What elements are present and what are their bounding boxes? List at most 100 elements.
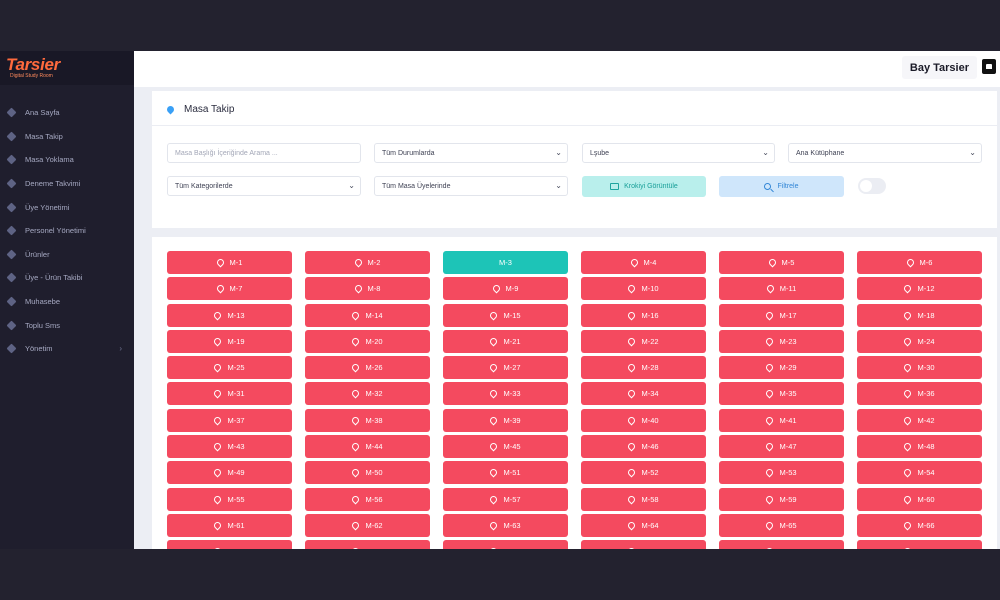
table-button[interactable]: M-59 [719, 487, 844, 511]
table-button[interactable]: M-27 [443, 356, 568, 380]
account-icon[interactable] [982, 59, 996, 74]
location-pin-icon [351, 494, 361, 505]
table-button[interactable]: M-1 [167, 251, 292, 274]
table-button[interactable]: M-26 [305, 356, 430, 380]
table-button[interactable]: M-42 [857, 408, 982, 432]
table-button[interactable]: M-55 [167, 487, 292, 511]
sidebar-item[interactable]: Yönetim › [0, 337, 134, 361]
table-button[interactable]: M-10 [581, 277, 706, 301]
table-button[interactable]: M-40 [581, 408, 706, 432]
brand-logo[interactable]: Tarsier Digital Study Room [0, 51, 134, 85]
table-button[interactable]: M-28 [581, 356, 706, 380]
table-button[interactable]: M-2 [305, 251, 430, 274]
table-button[interactable]: M-7 [167, 277, 292, 301]
table-button[interactable]: M-62 [305, 513, 430, 537]
toggle-switch[interactable] [858, 178, 886, 194]
table-button[interactable]: M-58 [581, 487, 706, 511]
table-button[interactable]: M-3 [443, 251, 568, 274]
table-button[interactable]: M-66 [857, 513, 982, 537]
table-button[interactable]: M-16 [581, 303, 706, 327]
table-button[interactable]: M-54 [857, 461, 982, 485]
sidebar-item[interactable]: Muhasebe [0, 290, 134, 314]
branch-select[interactable]: Lşube ⌄ [582, 143, 775, 163]
table-button[interactable]: M-48 [857, 435, 982, 459]
table-button[interactable]: M-14 [305, 303, 430, 327]
table-button[interactable]: M-22 [581, 329, 706, 353]
table-button[interactable]: M-38 [305, 408, 430, 432]
table-button[interactable]: M-6 [857, 251, 982, 274]
table-button[interactable]: M-61 [167, 513, 292, 537]
table-button[interactable]: M-32 [305, 382, 430, 406]
table-button[interactable]: M-34 [581, 382, 706, 406]
sidebar-item[interactable]: Toplu Sms [0, 313, 134, 337]
table-button[interactable]: M-47 [719, 435, 844, 459]
table-button[interactable]: M-8 [305, 277, 430, 301]
table-button[interactable]: M-45 [443, 435, 568, 459]
table-button[interactable]: M-12 [857, 277, 982, 301]
sidebar-item[interactable]: Deneme Takvimi [0, 172, 134, 196]
table-button[interactable]: M-57 [443, 487, 568, 511]
table-button[interactable]: M-65 [719, 513, 844, 537]
table-button[interactable]: M-41 [719, 408, 844, 432]
table-button[interactable]: M-35 [719, 382, 844, 406]
table-button[interactable]: M-68 [305, 540, 430, 549]
filter-button[interactable]: Filtrele [719, 176, 844, 197]
sidebar-item[interactable]: Ana Sayfa [0, 101, 134, 125]
user-menu[interactable]: Bay Tarsier [901, 56, 977, 79]
table-button[interactable]: M-29 [719, 356, 844, 380]
table-button[interactable]: M-24 [857, 329, 982, 353]
table-button[interactable]: M-36 [857, 382, 982, 406]
library-select[interactable]: Ana Kütüphane ⌄ [788, 143, 982, 163]
table-button[interactable]: M-71 [719, 540, 844, 549]
table-button[interactable]: M-18 [857, 303, 982, 327]
table-button[interactable]: M-13 [167, 303, 292, 327]
sidebar-item[interactable]: Masa Takip [0, 125, 134, 149]
status-select[interactable]: Tüm Durumlarda ⌄ [374, 143, 568, 163]
sidebar-item[interactable]: Üye - Ürün Takibi [0, 266, 134, 290]
table-button[interactable]: M-25 [167, 356, 292, 380]
table-button[interactable]: M-23 [719, 329, 844, 353]
category-select-value: Tüm Kategorilerde [175, 182, 233, 190]
table-button[interactable]: M-17 [719, 303, 844, 327]
table-button[interactable]: M-31 [167, 382, 292, 406]
table-button[interactable]: M-56 [305, 487, 430, 511]
table-button[interactable]: M-72 [857, 540, 982, 549]
table-button[interactable]: M-5 [719, 251, 844, 274]
sidebar-item[interactable]: Ürünler [0, 243, 134, 267]
search-input[interactable]: Masa Başlığı İçeriğinde Arama ... [167, 143, 361, 163]
table-button[interactable]: M-51 [443, 461, 568, 485]
table-button[interactable]: M-43 [167, 435, 292, 459]
table-button[interactable]: M-9 [443, 277, 568, 301]
table-button[interactable]: M-64 [581, 513, 706, 537]
location-pin-icon [489, 336, 499, 347]
sidebar-item[interactable]: Personel Yönetimi [0, 219, 134, 243]
table-button[interactable]: M-37 [167, 408, 292, 432]
table-button[interactable]: M-21 [443, 329, 568, 353]
table-button[interactable]: M-60 [857, 487, 982, 511]
table-button[interactable]: M-19 [167, 329, 292, 353]
table-button[interactable]: M-15 [443, 303, 568, 327]
members-select[interactable]: Tüm Masa Üyelerinde ⌄ [374, 176, 568, 196]
category-select[interactable]: Tüm Kategorilerde ⌄ [167, 176, 361, 196]
table-button[interactable]: M-53 [719, 461, 844, 485]
sidebar-item[interactable]: Üye Yönetimi [0, 195, 134, 219]
table-button[interactable]: M-50 [305, 461, 430, 485]
table-button[interactable]: M-44 [305, 435, 430, 459]
table-button[interactable]: M-52 [581, 461, 706, 485]
table-button[interactable]: M-46 [581, 435, 706, 459]
view-map-button[interactable]: Krokiyi Görüntüle [582, 176, 706, 197]
location-pin-icon [903, 310, 913, 321]
table-button[interactable]: M-39 [443, 408, 568, 432]
table-button[interactable]: M-70 [581, 540, 706, 549]
table-button[interactable]: M-4 [581, 251, 706, 274]
sidebar-item[interactable]: Masa Yoklama [0, 148, 134, 172]
location-pin-icon [903, 362, 913, 373]
table-button[interactable]: M-67 [167, 540, 292, 549]
table-button[interactable]: M-30 [857, 356, 982, 380]
table-button[interactable]: M-11 [719, 277, 844, 301]
table-button[interactable]: M-63 [443, 513, 568, 537]
table-button[interactable]: M-33 [443, 382, 568, 406]
table-button[interactable]: M-49 [167, 461, 292, 485]
table-button[interactable]: M-20 [305, 329, 430, 353]
table-button[interactable]: M-69 [443, 540, 568, 549]
